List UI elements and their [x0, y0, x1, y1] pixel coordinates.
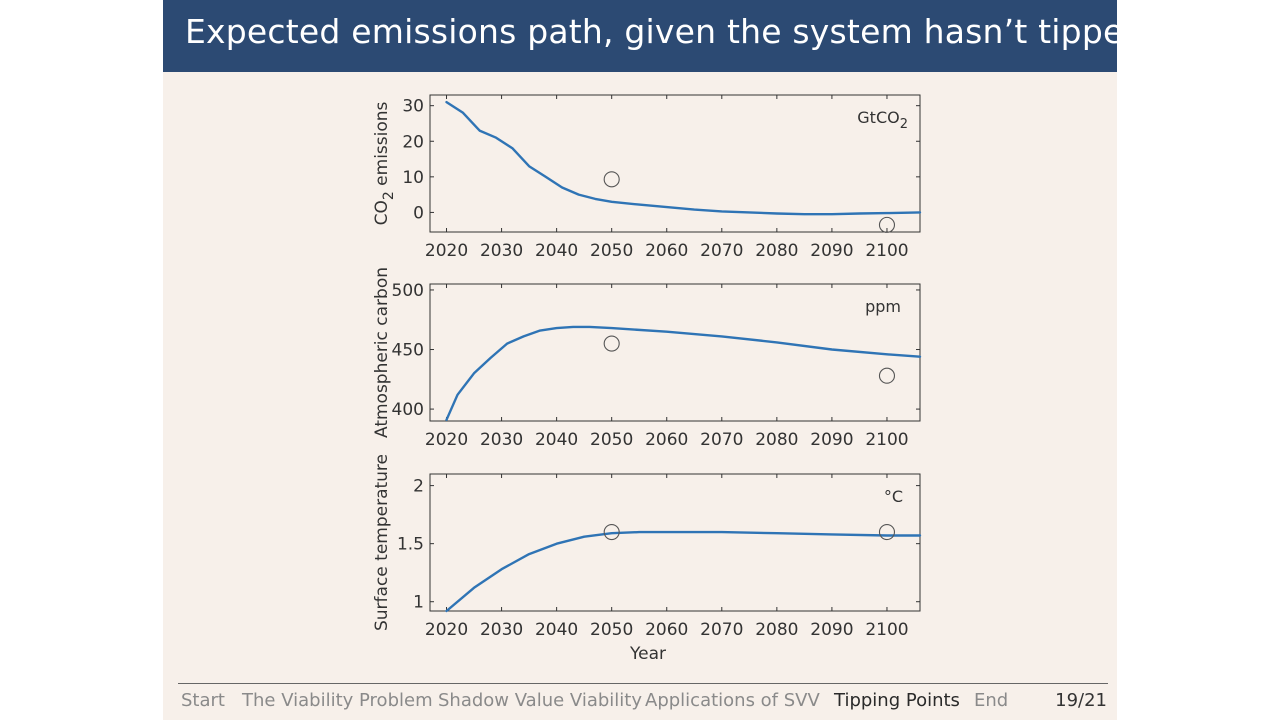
- slide-title: Expected emissions path, given the syste…: [185, 12, 1156, 51]
- panel-1-x-tick-label: 2080: [755, 241, 798, 261]
- panel-2-y-tick-label: 400: [392, 400, 424, 420]
- panel-2-x-tick-label: 2090: [810, 430, 853, 450]
- panel-2-target-marker: [878, 367, 896, 384]
- nav-viability-problem[interactable]: The Viability Problem: [242, 690, 433, 711]
- panel-2-y-tick-label: 500: [392, 281, 424, 301]
- charts-figure: 2020 2030 2040 2050 2060 2070 2080 2090 21000102…: [372, 94, 922, 664]
- panel-1-unit-label: GtCO2: [857, 108, 908, 132]
- panel-1-y-tick-label: 10: [402, 168, 424, 188]
- footer-nav: Start The Viability Problem Shadow Value…: [163, 688, 1117, 716]
- panel-2-x-tick-label: 2020: [425, 430, 468, 450]
- panel-2-x-tick-label: 2100: [865, 430, 908, 450]
- panel-2-x-tick-label: 2060: [645, 430, 688, 450]
- panel-2-series-line: [445, 325, 922, 421]
- panel-3-plot-frame: [429, 473, 921, 612]
- panel-3-x-tick-label: 2020: [425, 620, 468, 640]
- panel-2-x-tick-label: 2030: [480, 430, 523, 450]
- panel-3-x-tick-label: 2070: [700, 620, 743, 640]
- panel-3-target-marker: [878, 524, 896, 541]
- panel-1-x-tick-label: 2030: [480, 241, 523, 261]
- panel-1-x-tick-label: 2100: [865, 241, 908, 261]
- slide: Expected emissions path, given the syste…: [163, 0, 1156, 720]
- panel-2-x-tick-label: 2070: [700, 430, 743, 450]
- nav-shadow-value-viability[interactable]: Shadow Value Viability: [438, 690, 642, 711]
- panel-1-x-tick-label: 2090: [810, 241, 853, 261]
- panel-2-x-tick-label: 2050: [590, 430, 633, 450]
- panel-2-target-marker: [603, 335, 620, 352]
- panel-3-unit-label: °C: [884, 487, 903, 506]
- panel-1-y-tick-label: 20: [402, 132, 424, 152]
- panel-1-y-tick-label: 0: [413, 203, 424, 223]
- nav-end[interactable]: End: [974, 690, 1009, 711]
- panel-1-x-tick-label: 2060: [645, 241, 688, 261]
- x-axis-label: Year: [629, 644, 666, 664]
- panel-3-x-tick-label: 2030: [480, 620, 523, 640]
- panel-3-y-tick-label: 2: [413, 477, 424, 497]
- panel-2-plot-frame: [429, 283, 921, 422]
- panel-3-x-tick-label: 2040: [535, 620, 578, 640]
- panel-3-x-tick-label: 2050: [590, 620, 633, 640]
- panel-1-x-tick-label: 2070: [700, 241, 743, 261]
- panel-1-series-line: [445, 100, 922, 216]
- title-bar: Expected emissions path, given the syste…: [163, 0, 1156, 72]
- panel-3-x-tick-label: 2100: [865, 620, 908, 640]
- nav-start[interactable]: Start: [181, 690, 225, 711]
- nav-tipping-points[interactable]: Tipping Points: [834, 690, 960, 711]
- panel-3-x-tick-label: 2090: [810, 620, 853, 640]
- panel-2-unit-label: ppm: [865, 297, 901, 316]
- panel-1-plot-frame: [429, 94, 921, 233]
- panel-3-series-line: [445, 530, 922, 613]
- panel-3-y-tick-label: 1.5: [397, 535, 424, 555]
- panel-3-y-tick-label: 1: [413, 593, 424, 613]
- panel-2-x-tick-label: 2080: [755, 430, 798, 450]
- page-number: 19/21: [1055, 690, 1107, 711]
- panel-1-target-marker: [878, 216, 896, 233]
- panel-1-x-tick-label: 2040: [535, 241, 578, 261]
- footer-divider: [178, 683, 1108, 684]
- panel-2-y-axis-label: Atmospheric carbon: [372, 267, 392, 438]
- panel-3-target-marker: [603, 524, 620, 541]
- panel-1-target-marker: [603, 171, 620, 188]
- panel-3-x-tick-label: 2060: [645, 620, 688, 640]
- panel-1-y-axis-label: CO2 emissions: [372, 101, 397, 225]
- panel-1-y-tick-label: 30: [402, 97, 424, 117]
- panel-2-y-tick-label: 450: [392, 341, 424, 361]
- panel-1-x-tick-label: 2020: [425, 241, 468, 261]
- nav-applications-of-svv[interactable]: Applications of SVV: [645, 690, 820, 711]
- panel-1-x-tick-label: 2050: [590, 241, 633, 261]
- panel-3-x-tick-label: 2080: [755, 620, 798, 640]
- panel-3-y-axis-label: Surface temperature: [372, 454, 392, 631]
- panel-2-x-tick-label: 2040: [535, 430, 578, 450]
